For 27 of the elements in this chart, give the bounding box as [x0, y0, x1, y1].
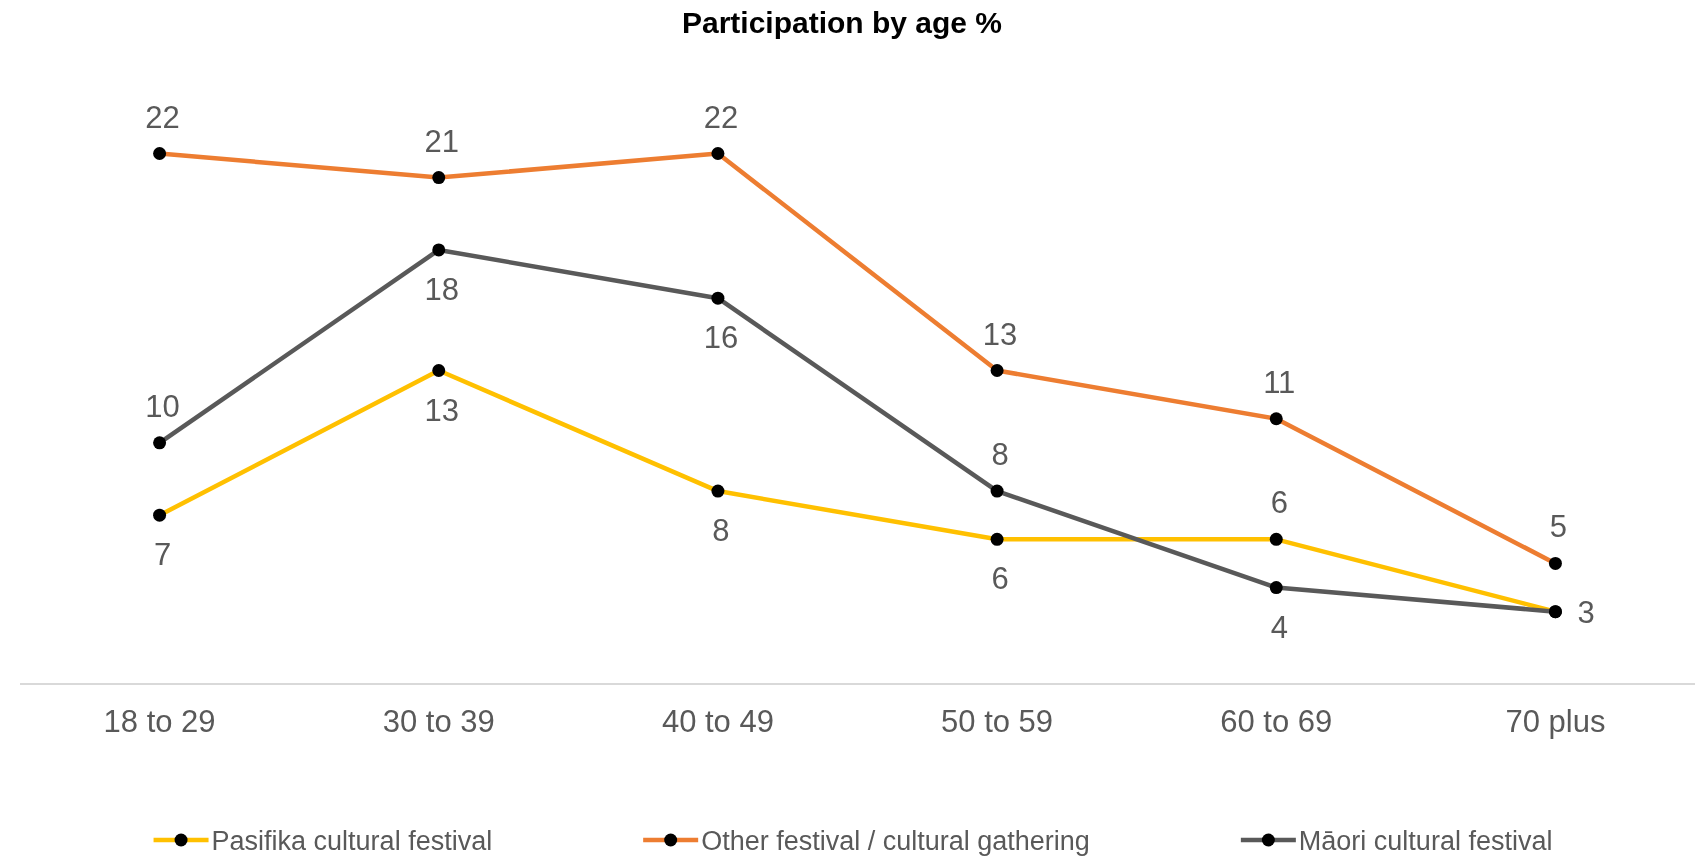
- legend-label: Other festival / cultural gathering: [701, 826, 1090, 856]
- x-tick-label: 50 to 59: [941, 704, 1054, 739]
- legend-label: Pasifika cultural festival: [211, 826, 493, 856]
- data-label: 11: [1263, 364, 1296, 400]
- data-label: 13: [424, 392, 459, 428]
- data-label: 6: [1270, 485, 1288, 521]
- data-label: 22: [703, 99, 739, 135]
- data-label: 13: [982, 316, 1018, 352]
- data-label: 18: [424, 271, 459, 307]
- data-label: 7: [153, 537, 172, 573]
- data-label: 6: [991, 561, 1009, 597]
- x-tick-label: 40 to 49: [661, 704, 774, 739]
- data-label: 22: [145, 99, 180, 135]
- data-label: 5: [1549, 509, 1568, 545]
- x-tick-label: 30 to 39: [382, 704, 495, 739]
- chart-title: Participation by age %: [681, 6, 1003, 39]
- data-label: 8: [991, 437, 1009, 473]
- data-label: 8: [712, 513, 730, 549]
- data-label: 21: [424, 123, 459, 159]
- data-label: 16: [703, 320, 739, 356]
- data-label: 3: [1577, 594, 1595, 630]
- data-label: 4: [1270, 609, 1288, 645]
- data-label: 10: [145, 388, 180, 424]
- x-tick-label: 60 to 69: [1220, 704, 1333, 739]
- legend-label: Māori cultural festival: [1298, 826, 1553, 856]
- x-tick-label: 18 to 29: [103, 704, 216, 739]
- x-tick-label: 70 plus: [1505, 704, 1606, 739]
